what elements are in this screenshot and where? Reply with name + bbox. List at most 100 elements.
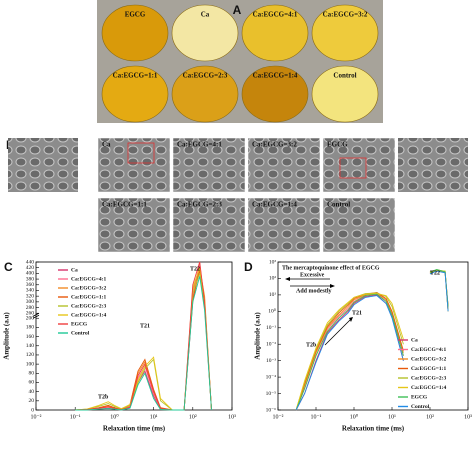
- y-tick-label: 60: [29, 380, 35, 386]
- y-tick-label: 340: [26, 288, 35, 294]
- y-tick-label: 380: [26, 276, 35, 282]
- legend-label: EGCG: [411, 394, 428, 400]
- series-line: [75, 261, 212, 411]
- sem-image: [247, 197, 321, 253]
- sem-label: Ca:EGCG=1:1: [102, 201, 147, 209]
- photo-label: Ca:EGCG=2:3: [183, 72, 228, 80]
- annotation: The mercaptoquinone effect of EGCG: [282, 265, 380, 271]
- y-tick-label: 10⁻²: [266, 341, 276, 347]
- gel-disc: [171, 4, 239, 62]
- legend-label: Ca:EGCG=2:3: [411, 375, 446, 381]
- photo-label: Ca:EGCG=1:4: [253, 72, 298, 80]
- annotation: T22: [430, 270, 440, 276]
- sem-label: Ca:EGCG=1:4: [252, 201, 297, 209]
- y-tick-label: 160: [26, 334, 35, 340]
- photo-label: Ca: [201, 11, 210, 19]
- y-tick-label: 320: [26, 293, 35, 299]
- y-tick-label: 10⁰: [268, 308, 277, 315]
- y-tick-label: 120: [26, 352, 35, 358]
- series-line: [75, 276, 212, 411]
- legend-label: Ca:EGCG=1:1: [411, 366, 446, 372]
- sem-image: [322, 137, 396, 193]
- annotation: T22: [190, 266, 200, 272]
- legend-label: Ca: [411, 337, 418, 343]
- y-tick-label: 300: [26, 299, 35, 305]
- photo-label: EGCG: [125, 11, 146, 19]
- y-tick-label: 10³: [269, 259, 277, 265]
- sem-image: [172, 137, 246, 193]
- annotation: T21: [140, 323, 150, 329]
- legend-label: Control: [71, 330, 90, 336]
- plot-frame: [277, 261, 469, 411]
- y-tick-label: 10⁻⁵: [266, 391, 276, 397]
- sem-label: Ca: [102, 141, 111, 149]
- sem-image: [97, 137, 171, 193]
- sem-label: Ca:EGCG=2:3: [177, 201, 222, 209]
- legend-label: Ca: [71, 267, 78, 273]
- gel-disc: [311, 4, 379, 62]
- x-tick-label: 10¹: [388, 414, 396, 420]
- annotation: Excessive: [300, 272, 325, 278]
- x-axis-label: Relaxation time (ms): [342, 425, 405, 433]
- legend-label: EGCG: [71, 321, 88, 327]
- y-tick-label: 10²: [269, 276, 277, 282]
- legend-label: Ca:EGCG=3:2: [71, 285, 106, 291]
- x-tick-label: 10⁰: [110, 413, 119, 420]
- y-tick-label: 20: [29, 398, 35, 404]
- legend-label: Ca:EGCG=3:2: [411, 356, 446, 362]
- y-tick-label: 10⁻¹: [266, 325, 276, 331]
- y-axis-label: Amplitude (a.u): [254, 312, 262, 360]
- axis-break: [32, 312, 40, 317]
- series-line: [75, 270, 212, 411]
- gel-disc: [171, 65, 239, 123]
- y-tick-label: 40: [29, 389, 35, 395]
- series-line: [75, 267, 212, 411]
- x-tick-label: 10²: [426, 414, 434, 420]
- legend-label: Control: [411, 404, 430, 410]
- y-tick-label: 0: [31, 407, 34, 413]
- sem-zoom: [398, 138, 468, 192]
- y-tick-label: 140: [26, 343, 35, 349]
- gel-disc: [241, 65, 309, 123]
- x-tick-label: 10⁻¹: [70, 414, 81, 420]
- zoom-box: [127, 142, 155, 164]
- sem-image: [247, 137, 321, 193]
- y-tick-label: 260: [26, 311, 35, 317]
- zoom-box: [339, 157, 367, 179]
- y-tick-label: 10⁻⁶: [266, 407, 276, 413]
- y-tick-label: 10⁻⁴: [266, 374, 276, 380]
- legend-label: Ca:EGCG=2:3: [71, 303, 106, 309]
- photo-label: Ca:EGCG=4:1: [253, 11, 298, 19]
- legend-label: Ca:EGCG=1:4: [411, 385, 446, 391]
- y-tick-label: 10⁻³: [266, 358, 276, 364]
- sem-label: Ca:EGCG=3:2: [252, 141, 297, 149]
- panel-label: A: [233, 3, 242, 17]
- x-tick-label: 10³: [228, 414, 236, 420]
- sem-image: [97, 197, 171, 253]
- y-tick-label: 100: [26, 361, 35, 367]
- panel-label: C: [4, 260, 13, 274]
- series-line: [295, 270, 449, 411]
- sem-label: Ca:EGCG=4:1: [177, 141, 222, 149]
- y-axis-label: Amplitude (a.u): [3, 312, 11, 360]
- x-tick-label: 10³: [464, 414, 472, 420]
- x-tick-label: 10⁻²: [273, 414, 284, 420]
- x-tick-label: 10⁰: [350, 413, 359, 420]
- photo-label: Control: [333, 72, 356, 80]
- x-tick-label: 10¹: [150, 414, 158, 420]
- x-tick-label: 10⁻²: [31, 414, 42, 420]
- y-tick-label: 400: [26, 271, 35, 277]
- legend-label: Ca:EGCG=4:1: [411, 347, 446, 353]
- photo-label: Ca:EGCG=1:1: [113, 72, 158, 80]
- annotation-arrows: [285, 277, 353, 346]
- y-tick-label: 200: [26, 316, 35, 322]
- gel-disc: [101, 4, 169, 62]
- photo-label: Ca:EGCG=3:2: [323, 11, 368, 19]
- x-axis-label: Relaxation time (ms): [103, 425, 166, 433]
- annotation: T2b: [98, 394, 109, 400]
- annotation: T2b: [306, 342, 317, 348]
- annotation: Add modestly: [296, 288, 332, 294]
- sem-zoom: [8, 138, 78, 192]
- y-tick-label: 420: [26, 265, 35, 271]
